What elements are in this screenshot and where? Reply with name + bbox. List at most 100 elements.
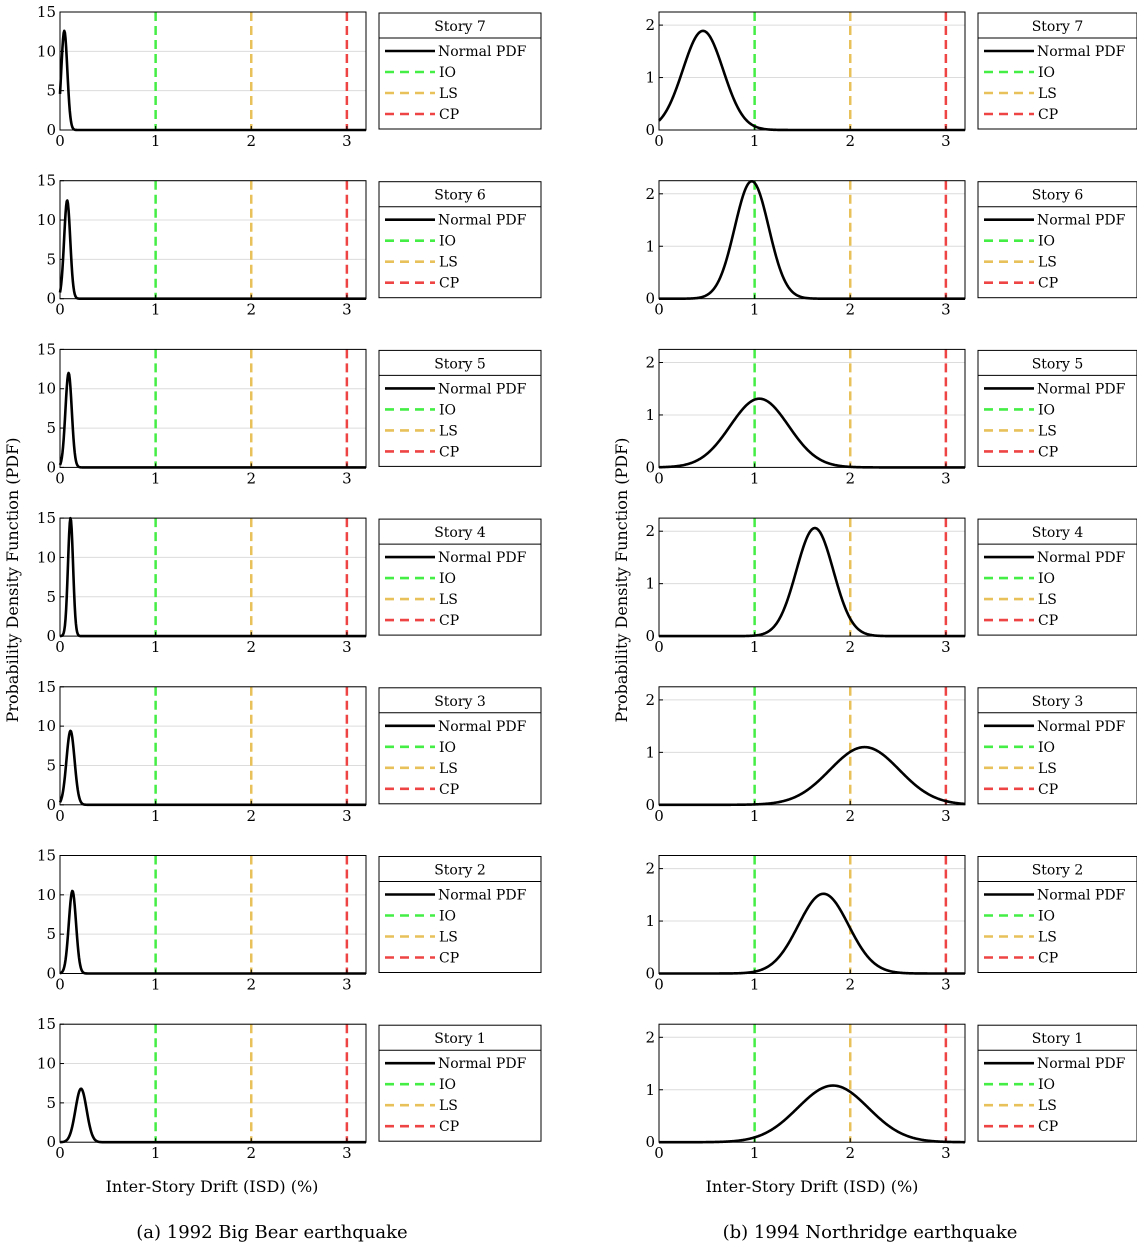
legend-title: Story 4	[1032, 525, 1084, 541]
legend-label: LS	[439, 930, 458, 946]
x-tick-label: 0	[55, 469, 65, 487]
x-tick-label: 3	[941, 469, 951, 487]
legend-label: CP	[439, 276, 459, 292]
pdf-curve	[59, 889, 367, 975]
y-tick-label: 10	[37, 42, 56, 60]
x-tick-label: 0	[654, 1144, 664, 1162]
pdf-curve	[58, 729, 367, 807]
y-tick-label: 15	[37, 678, 56, 696]
y-tick-label: 5	[46, 419, 56, 437]
legend-label: CP	[1038, 951, 1058, 967]
x-tick-label: 1	[151, 301, 161, 319]
legend-label: Normal PDF	[438, 1056, 527, 1072]
legend-label: IO	[1038, 402, 1055, 418]
y-axis-label-right: Probability Density Function (PDF)	[612, 438, 631, 723]
x-tick-label: 1	[750, 807, 760, 825]
legend-label: IO	[1038, 65, 1055, 81]
legend-title: Story 7	[434, 19, 486, 35]
legend-label: LS	[439, 255, 458, 271]
legend-title: Story 3	[434, 694, 486, 710]
y-tick-label: 0	[645, 1133, 655, 1151]
x-tick-label: 2	[246, 807, 256, 825]
legend-label: CP	[1038, 613, 1058, 629]
legend: Story 4 Normal PDF IO LS CP	[378, 518, 542, 636]
y-tick-label: 1	[645, 575, 655, 593]
y-tick-label: 0	[46, 796, 56, 814]
y-tick-label: 15	[37, 340, 56, 358]
legend-label: Normal PDF	[1037, 381, 1126, 397]
axes-box	[658, 1023, 966, 1143]
y-tick-label: 1	[645, 237, 655, 255]
x-tick-label: 3	[941, 132, 951, 150]
x-tick-label: 3	[342, 132, 352, 150]
x-tick-label: 3	[941, 1144, 951, 1162]
legend-label: Normal PDF	[438, 719, 527, 735]
x-tick-label: 2	[845, 976, 855, 994]
legend-label: CP	[1038, 782, 1058, 798]
legend-title: Story 2	[434, 863, 486, 879]
x-tick-label: 1	[750, 976, 760, 994]
x-tick-label: 3	[342, 638, 352, 656]
x-tick-label: 0	[55, 132, 65, 150]
x-tick-label: 1	[750, 1144, 760, 1162]
legend-label: LS	[1038, 255, 1057, 271]
x-tick-label: 2	[246, 638, 256, 656]
y-tick-label: 1	[645, 69, 655, 87]
subplot-story-2: 0 1 2 0 1 2 3 Story 2 Normal PDF IO LS CP	[645, 855, 1137, 994]
x-tick-label: 3	[941, 638, 951, 656]
pdf-curve	[658, 892, 966, 975]
legend-label: Normal PDF	[438, 550, 527, 566]
pdf-curve	[658, 397, 966, 469]
legend-label: Normal PDF	[438, 381, 527, 397]
legend-label: IO	[1038, 909, 1055, 925]
y-tick-label: 0	[645, 796, 655, 814]
legend-label: Normal PDF	[1037, 44, 1126, 60]
y-tick-label: 5	[46, 1094, 56, 1112]
y-tick-label: 10	[37, 1055, 56, 1073]
y-tick-label: 2	[645, 185, 655, 203]
legend: Story 5 Normal PDF IO LS CP	[378, 349, 542, 467]
axes-box	[658, 180, 966, 300]
y-tick-label: 0	[46, 458, 56, 476]
legend-label: IO	[1038, 1077, 1055, 1093]
legend-label: Normal PDF	[1037, 719, 1126, 735]
x-tick-label: 1	[750, 132, 760, 150]
legend-label: IO	[1038, 234, 1055, 250]
y-tick-label: 0	[645, 965, 655, 983]
legend: Story 3 Normal PDF IO LS CP	[378, 687, 542, 805]
y-tick-label: 1	[645, 1081, 655, 1099]
x-tick-label: 3	[342, 976, 352, 994]
axes-box	[59, 1023, 367, 1143]
subplot-story-5: 0 5 10 15 0 1 2 3 Story 5 Normal PDF IO LS CP	[37, 340, 542, 487]
y-tick-label: 0	[645, 458, 655, 476]
legend-label: IO	[439, 65, 456, 81]
legend-title: Story 2	[1032, 863, 1084, 879]
legend-label: CP	[439, 107, 459, 123]
subplot-story-6: 0 5 10 15 0 1 2 3 Story 6 Normal PDF IO LS CP	[37, 172, 542, 319]
legend: Story 2 Normal PDF IO LS CP	[378, 856, 542, 973]
legend: Story 1 Normal PDF IO LS CP	[977, 1024, 1137, 1142]
x-tick-label: 0	[55, 976, 65, 994]
axes-box	[658, 855, 966, 974]
legend-label: Normal PDF	[1037, 550, 1126, 566]
subplot-story-7: 0 1 2 0 1 2 3 Story 7 Normal PDF IO LS CP	[645, 11, 1137, 150]
legend-label: LS	[439, 592, 458, 608]
x-tick-label: 3	[941, 976, 951, 994]
legend-label: Normal PDF	[1037, 1056, 1126, 1072]
legend-label: LS	[439, 761, 458, 777]
y-tick-label: 1	[645, 743, 655, 761]
axes-box	[658, 348, 966, 468]
y-tick-label: 0	[46, 1133, 56, 1151]
x-tick-label: 1	[151, 469, 161, 487]
y-tick-label: 2	[645, 16, 655, 34]
x-tick-label: 2	[246, 469, 256, 487]
legend-label: LS	[1038, 1098, 1057, 1114]
legend-label: IO	[439, 909, 456, 925]
x-tick-label: 3	[342, 1144, 352, 1162]
legend: Story 3 Normal PDF IO LS CP	[977, 687, 1137, 805]
x-tick-label: 2	[845, 638, 855, 656]
pdf-curve	[58, 29, 367, 132]
x-tick-label: 2	[845, 469, 855, 487]
legend-label: IO	[439, 402, 456, 418]
